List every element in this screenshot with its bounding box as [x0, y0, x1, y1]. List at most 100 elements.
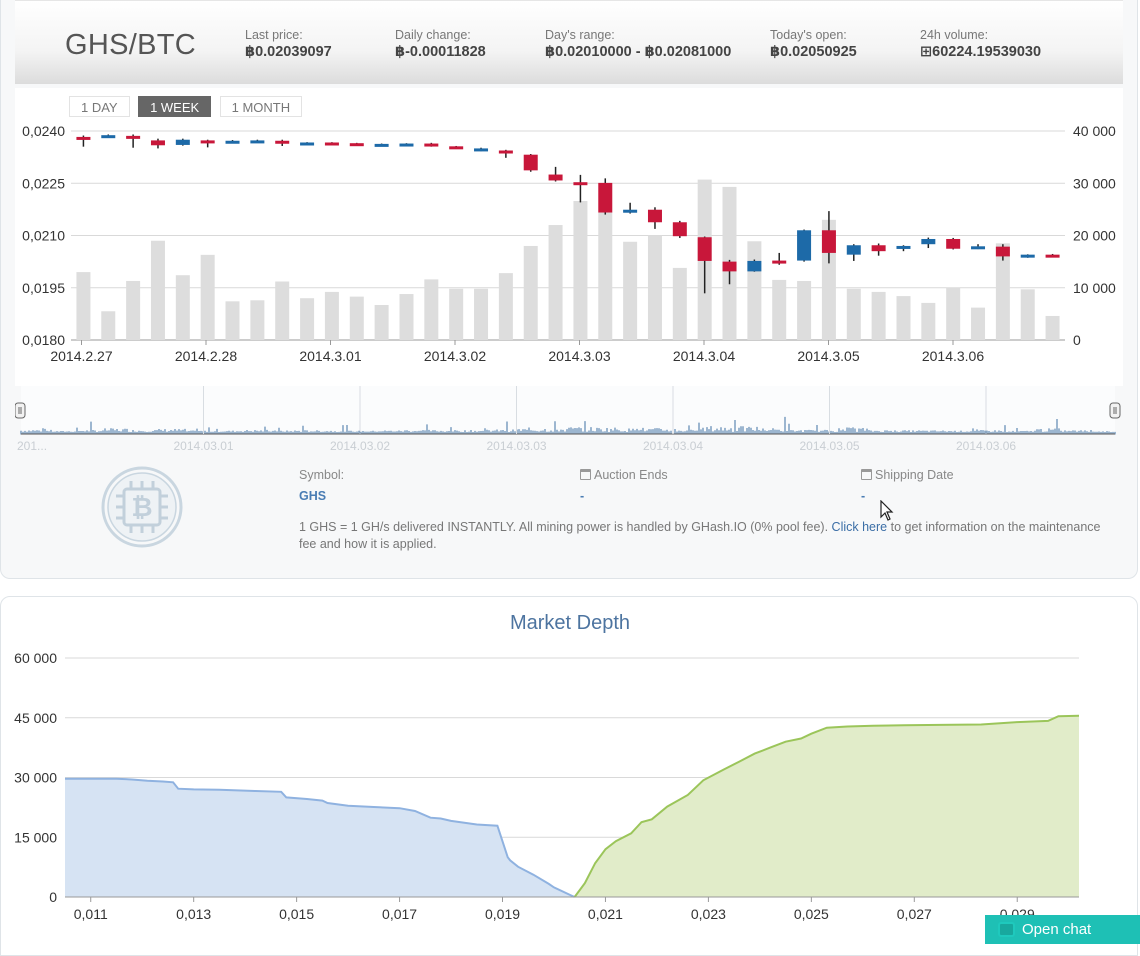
last-price-label: Last price:: [245, 28, 303, 42]
volume-bar: [324, 291, 339, 340]
x-axis-date-label: 2014.3.04: [673, 348, 735, 364]
svg-text:₿: ₿: [131, 493, 152, 523]
daily-change-label: Daily change:: [395, 28, 471, 42]
auction-field: Auction Ends -: [580, 468, 668, 503]
volume-bar: [871, 291, 886, 340]
description-text: 1 GHS = 1 GH/s delivered INSTANTLY. All …: [299, 520, 829, 534]
candle-body: [399, 143, 414, 147]
candle-body: [921, 238, 936, 245]
range-1-day-button[interactable]: 1 DAY: [69, 96, 130, 117]
depth-chart-svg: 0 15 000 30 000 45 000 60 000 0,011 0,013 0,015…: [14, 650, 1080, 922]
x-axis-date-label: 2014.3.01: [299, 348, 361, 364]
candle-body: [324, 142, 339, 146]
navigator-handle-right: [1109, 402, 1121, 419]
candle-body: [76, 136, 91, 140]
depth-y-tick: 45 000: [14, 710, 57, 726]
x-axis-date-label: 2014.2.28: [175, 348, 237, 364]
volume-bar: [498, 273, 513, 340]
candle-body: [498, 150, 513, 154]
shipping-value: -: [861, 489, 866, 503]
depth-y-tick: 15 000: [14, 829, 57, 845]
market-panel: GHS/BTC Last price: ฿0.02039097 Daily ch…: [0, 0, 1138, 579]
candle-body: [175, 139, 190, 145]
volume-bar: [424, 279, 439, 340]
symbol-value: GHS: [299, 489, 327, 503]
volume-axis-tick: 0: [1073, 332, 1081, 348]
candle-body: [772, 260, 787, 264]
calendar-icon: [861, 469, 872, 480]
depth-y-tick: 0: [49, 889, 57, 905]
volume-bar: [598, 211, 613, 340]
depth-x-tick: 0,013: [176, 906, 211, 922]
candle-body: [225, 140, 240, 144]
volume-label: 24h volume:: [920, 28, 989, 42]
navigator-date-label: 2014.03.04: [643, 439, 703, 453]
description-text-rest: to get information on the maintenance fe…: [299, 520, 1101, 551]
candle-body: [846, 245, 861, 255]
price-axis-tick: 0,0225: [22, 175, 65, 191]
volume-stat: 24h volume: ⊞60224.19539030: [920, 28, 1041, 61]
candle-body: [474, 148, 489, 152]
price-axis-tick: 0,0180: [22, 332, 65, 348]
candle-body: [672, 222, 687, 237]
todays-open-stat: Today's open: ฿0.02050925: [770, 29, 857, 61]
volume-bar: [772, 279, 787, 340]
price-axis-tick: 0,0195: [22, 280, 65, 296]
volume-bar: [349, 296, 364, 340]
candle-body: [374, 143, 389, 147]
navigator-date-label: 201...: [17, 439, 47, 453]
volume-bar: [971, 307, 986, 340]
pair-title: GHS/BTC: [65, 29, 196, 61]
todays-open-value: ฿0.02050925: [770, 44, 857, 60]
bids-depth-area: [65, 778, 575, 897]
depth-chart-title: Market Depth: [509, 612, 631, 634]
range-1-week-button[interactable]: 1 WEEK: [138, 96, 212, 117]
days-range-label: Day's range:: [545, 28, 615, 42]
open-chat-button[interactable]: Open chat: [985, 915, 1140, 944]
candle-body: [697, 237, 712, 261]
depth-x-tick: 0,021: [588, 906, 623, 922]
candle-body: [946, 238, 961, 249]
market-depth-panel: Market Depth 0 15 000 30 000 45 000 60 000 0,…: [0, 596, 1138, 956]
candle-body: [150, 140, 165, 146]
x-axis-date-label: 2014.3.05: [797, 348, 859, 364]
mouse-pointer-icon: [880, 500, 894, 521]
candle-body: [995, 246, 1010, 257]
ticker-bar: GHS/BTC Last price: ฿0.02039097 Daily ch…: [15, 0, 1123, 84]
days-range-stat: Day's range: ฿0.02010000 - ฿0.02081000: [545, 28, 731, 61]
volume-bar: [399, 294, 414, 340]
candle-body: [573, 182, 588, 186]
candle-body: [300, 142, 315, 146]
volume-bar: [1045, 315, 1060, 340]
depth-x-tick: 0,023: [691, 906, 726, 922]
depth-x-tick: 0,025: [794, 906, 829, 922]
candle-body: [523, 154, 538, 171]
volume-bar: [300, 298, 315, 340]
symbol-label: Symbol:: [299, 468, 345, 482]
candle-body: [548, 174, 563, 181]
depth-x-tick: 0,019: [485, 906, 520, 922]
navigator-date-label: 2014.03.01: [174, 439, 234, 453]
volume-bar: [946, 287, 961, 340]
navigator-date-label: 2014.03.03: [487, 439, 547, 453]
candle-body: [126, 135, 141, 139]
navigator-date-label: 2014.03.05: [800, 439, 860, 453]
volume-bar: [76, 272, 91, 340]
maintenance-fee-link[interactable]: Click here: [831, 520, 888, 534]
candle-body: [598, 182, 613, 213]
candle-body: [349, 143, 364, 147]
time-navigator[interactable]: 201... 2014.03.01 2014.03.02 2014.03.03 2014…: [14, 386, 1123, 456]
range-1-month-button[interactable]: 1 MONTH: [219, 96, 303, 117]
depth-y-tick: 60 000: [14, 650, 57, 666]
volume-bar: [523, 245, 538, 340]
volume-bar: [647, 235, 662, 340]
asks-depth-area: [574, 715, 1079, 897]
price-axis-tick: 0,0240: [22, 123, 65, 139]
candle-body: [797, 230, 812, 261]
volume-axis-tick: 30 000: [1073, 175, 1116, 191]
bids-depth-line: [65, 777, 576, 898]
volume-bar: [275, 281, 290, 340]
volume-bar: [150, 240, 165, 340]
volume-bar: [623, 241, 638, 340]
candle-body: [821, 230, 836, 253]
